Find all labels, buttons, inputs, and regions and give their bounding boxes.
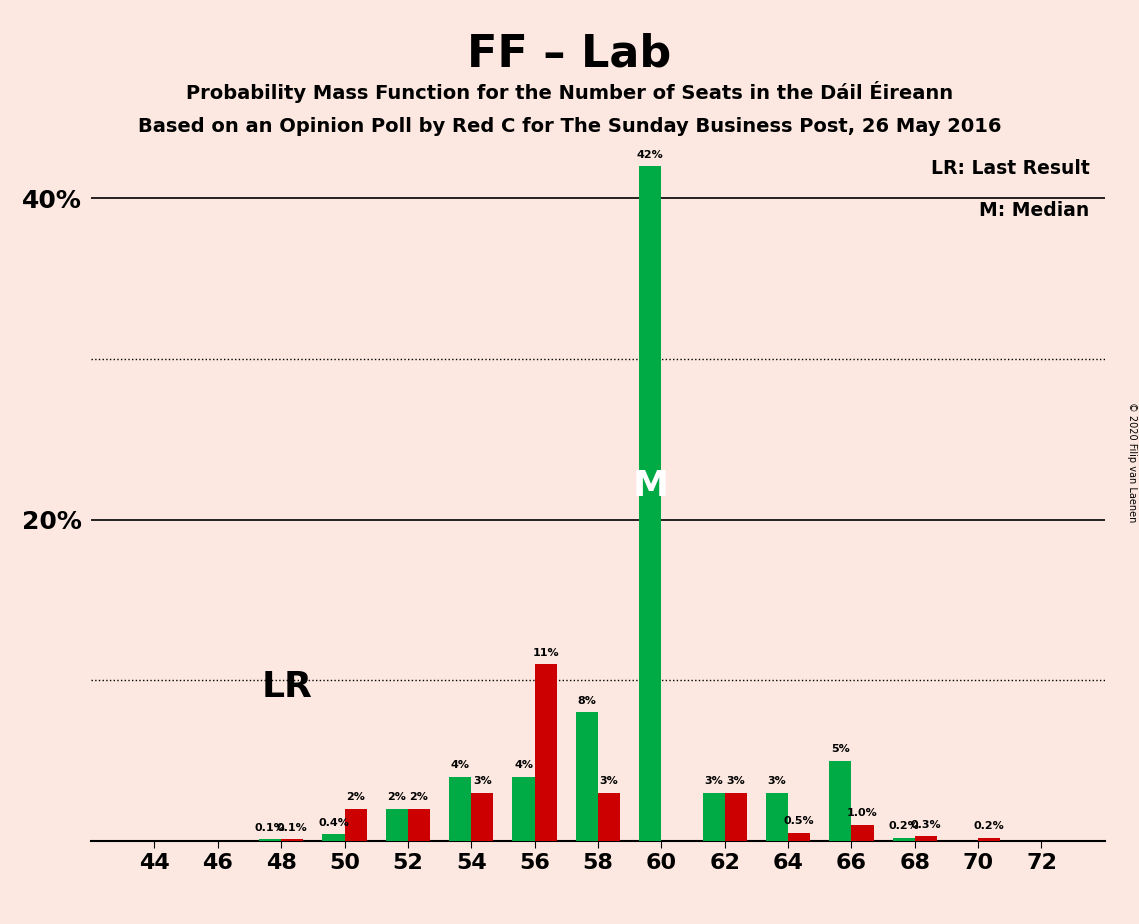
Text: LR: Last Result: LR: Last Result: [931, 159, 1090, 177]
Bar: [449, 776, 472, 841]
Text: 2%: 2%: [410, 792, 428, 802]
Text: Probability Mass Function for the Number of Seats in the Dáil Éireann: Probability Mass Function for the Number…: [186, 81, 953, 103]
Text: FF – Lab: FF – Lab: [467, 32, 672, 76]
Text: 3%: 3%: [727, 776, 745, 786]
Bar: [639, 166, 662, 841]
Text: 5%: 5%: [831, 744, 850, 754]
Text: 0.2%: 0.2%: [974, 821, 1005, 832]
Bar: [259, 839, 281, 841]
Text: 3%: 3%: [600, 776, 618, 786]
Bar: [576, 712, 598, 841]
Bar: [893, 838, 915, 841]
Text: 0.1%: 0.1%: [277, 822, 308, 833]
Text: 0.3%: 0.3%: [910, 820, 941, 830]
Text: 0.2%: 0.2%: [888, 821, 919, 832]
Bar: [703, 793, 724, 841]
Text: 3%: 3%: [768, 776, 786, 786]
Text: 0.5%: 0.5%: [784, 817, 814, 826]
Text: 2%: 2%: [346, 792, 366, 802]
Text: 11%: 11%: [532, 648, 559, 658]
Text: M: M: [632, 469, 669, 504]
Bar: [978, 838, 1000, 841]
Text: 8%: 8%: [577, 696, 597, 706]
Text: 4%: 4%: [514, 760, 533, 771]
Text: 0.4%: 0.4%: [318, 818, 349, 828]
Text: M: Median: M: Median: [980, 201, 1090, 220]
Text: 42%: 42%: [637, 150, 664, 160]
Bar: [829, 760, 852, 841]
Bar: [386, 808, 408, 841]
Text: 3%: 3%: [704, 776, 723, 786]
Bar: [534, 664, 557, 841]
Bar: [765, 793, 788, 841]
Text: Based on an Opinion Poll by Red C for The Sunday Business Post, 26 May 2016: Based on an Opinion Poll by Red C for Th…: [138, 117, 1001, 137]
Text: 0.1%: 0.1%: [255, 822, 286, 833]
Bar: [915, 836, 937, 841]
Text: LR: LR: [262, 670, 313, 704]
Text: 4%: 4%: [451, 760, 469, 771]
Bar: [788, 833, 810, 841]
Bar: [408, 808, 431, 841]
Bar: [281, 839, 303, 841]
Bar: [852, 825, 874, 841]
Bar: [344, 808, 367, 841]
Bar: [724, 793, 747, 841]
Text: 2%: 2%: [387, 792, 407, 802]
Text: © 2020 Filip van Laenen: © 2020 Filip van Laenen: [1126, 402, 1137, 522]
Bar: [513, 776, 534, 841]
Text: 1.0%: 1.0%: [847, 808, 878, 819]
Bar: [322, 834, 344, 841]
Text: 3%: 3%: [473, 776, 492, 786]
Bar: [598, 793, 620, 841]
Bar: [472, 793, 493, 841]
